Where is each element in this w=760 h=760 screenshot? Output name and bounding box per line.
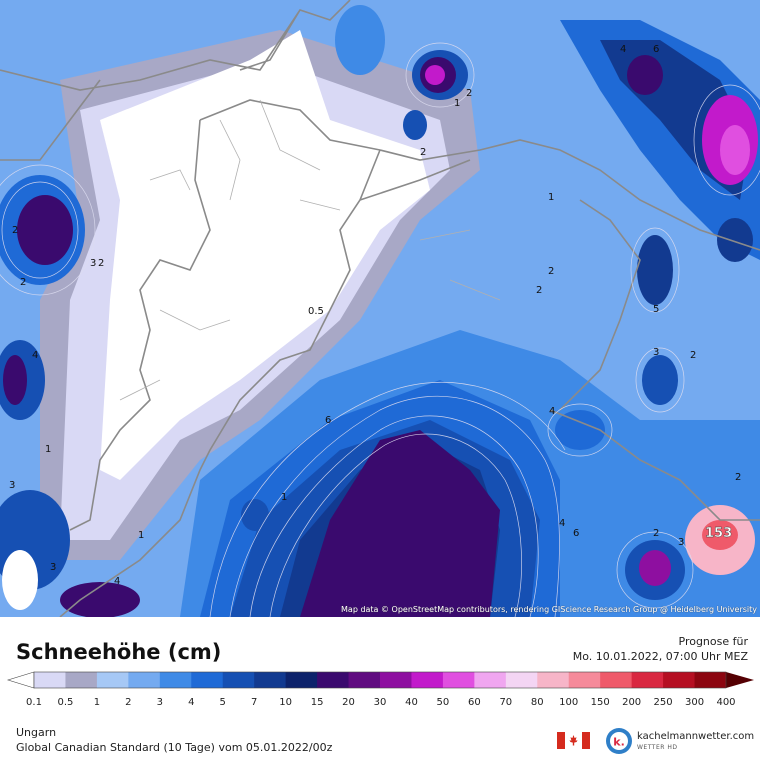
kachelmann-logo-icon[interactable]: k. — [605, 727, 633, 755]
scale-tick-label: 30 — [373, 697, 387, 708]
scale-swatch — [411, 672, 444, 688]
contour-label: 5 — [653, 304, 659, 315]
scale-swatch — [380, 672, 412, 688]
canada-flag-icon — [557, 732, 590, 749]
scale-tick-label: 100 — [559, 697, 579, 708]
contour-label: 6 — [573, 528, 579, 539]
contour-label: 6 — [653, 44, 659, 55]
contour-label: 6 — [325, 415, 331, 426]
scale-swatch — [568, 672, 601, 688]
contour-label: 153 — [705, 526, 732, 541]
scale-tick-label: 2 — [125, 697, 132, 708]
scale-swatch — [600, 672, 633, 688]
scale-tick-label: 3 — [156, 697, 163, 708]
contour-label: 2 — [420, 147, 426, 158]
scale-swatch — [631, 672, 664, 688]
scale-swatch — [222, 672, 255, 688]
contour-label: 4 — [549, 406, 555, 417]
scale-swatch — [537, 672, 570, 688]
contour-label: 0.5 — [308, 306, 324, 317]
contour-label: 3 — [90, 258, 96, 269]
scale-tick-label: 80 — [530, 697, 544, 708]
contour-label: 4 — [114, 576, 120, 587]
contour-label: 2 — [690, 350, 696, 361]
legend-title: Schneehöhe (cm) — [16, 640, 222, 664]
contour-label: 2 — [735, 472, 741, 483]
scale-tick-label: 40 — [405, 697, 418, 708]
scale-swatch — [663, 672, 696, 688]
contour-label: 2 — [98, 258, 104, 269]
contour-label: 3 — [678, 537, 684, 548]
scale-tick-label: 200 — [622, 697, 642, 708]
scale-tick-label: 5 — [219, 697, 226, 708]
scale-swatch — [348, 672, 381, 688]
snow-depth-map[interactable]: 1 2 2 1 2 2 2 5 3 2 4 2 4 6 3 4 1 0.5 6 … — [0, 0, 760, 617]
scale-arrow-high — [726, 672, 754, 688]
scale-tick-label: 70 — [499, 697, 513, 708]
contour-label: 1 — [454, 98, 460, 109]
scale-swatch — [34, 672, 66, 688]
contour-label: 1 — [45, 444, 51, 455]
scale-swatch — [159, 672, 192, 688]
scale-swatch — [317, 672, 350, 688]
scale-tick-label: 250 — [653, 697, 673, 708]
scale-swatch — [694, 672, 727, 688]
scale-swatch — [285, 672, 318, 688]
scale-swatch — [96, 672, 129, 688]
region-name: Ungarn — [16, 726, 57, 739]
legend-footer — [0, 617, 760, 760]
scale-tick-label: 4 — [188, 697, 195, 708]
color-scale — [6, 671, 754, 689]
contour-label: 4 — [32, 350, 38, 361]
scale-swatch — [474, 672, 507, 688]
contour-label: 2 — [653, 528, 659, 539]
scale-tick-label: 0.1 — [26, 697, 42, 708]
contour-label: 2 — [536, 285, 542, 296]
contour-label: 4 — [559, 518, 565, 529]
scale-tick-label: 7 — [250, 697, 258, 708]
scale-swatch — [505, 672, 538, 688]
scale-tick-label: 300 — [684, 697, 705, 708]
scale-ticks: 0.1 0.5 1 2 3 4 5 7 10 15 20 30 40 50 60 70 80 100 150 200 2… — [0, 697, 760, 711]
contour-label: 2 — [548, 266, 554, 277]
contour-label: 1 — [281, 492, 287, 503]
scale-tick-label: 400 — [716, 697, 736, 708]
contour-label: 3 — [9, 480, 15, 491]
contour-label: 2 — [20, 277, 26, 288]
brand-name[interactable]: kachelmannwetter.com — [637, 731, 755, 742]
scale-swatch — [442, 672, 475, 688]
contour-label: 2 — [466, 88, 472, 99]
contour-label: 2 — [12, 225, 18, 236]
scale-tick-label: 50 — [436, 697, 450, 708]
scale-swatch — [191, 672, 224, 688]
brand-subtitle: WETTER HD — [637, 744, 678, 751]
scale-arrow-low — [6, 671, 35, 689]
forecast-label: Prognose für — [678, 635, 749, 648]
scale-swatch — [65, 672, 98, 688]
contour-label: 3 — [653, 347, 659, 358]
scale-tick-label: 0.5 — [57, 697, 74, 708]
contour-label: 1 — [138, 530, 144, 541]
scale-swatch — [128, 672, 161, 688]
contour-label: 3 — [50, 562, 56, 573]
scale-swatch — [254, 672, 287, 688]
forecast-time: Mo. 10.01.2022, 07:00 Uhr MEZ — [572, 650, 748, 663]
scale-tick-label: 60 — [467, 697, 481, 708]
scale-tick-label: 150 — [590, 697, 610, 708]
map-attribution: Map data © OpenStreetMap contributors, r… — [341, 605, 757, 614]
scale-tick-label: 1 — [93, 697, 101, 708]
scale-tick-label: 20 — [342, 697, 355, 708]
model-run: Global Canadian Standard (10 Tage) vom 0… — [16, 741, 333, 754]
contour-label: 1 — [548, 192, 554, 203]
svg-text:k.: k. — [613, 736, 625, 749]
contour-label: 4 — [620, 44, 626, 55]
scale-tick-label: 10 — [279, 697, 292, 708]
scale-tick-label: 15 — [310, 697, 324, 708]
